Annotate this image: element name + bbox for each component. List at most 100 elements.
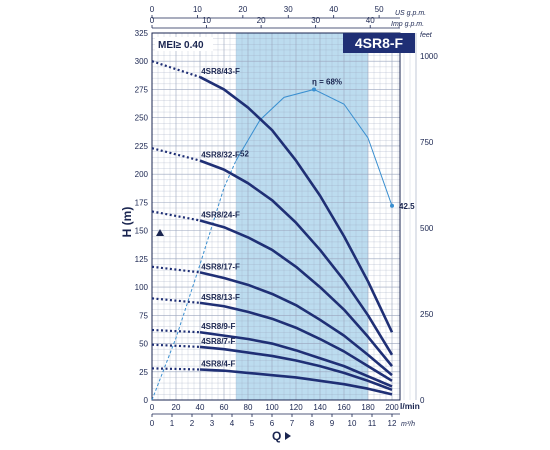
impgpm-tick-label: 0 [150, 16, 155, 25]
usgpm-tick-label: 50 [375, 5, 384, 14]
m3h-tick-label: 2 [190, 419, 195, 428]
impgpm-tick-label: 40 [366, 16, 375, 25]
m3h-tick-label: 12 [388, 419, 397, 428]
efficiency-peak-label: η = 68% [312, 77, 342, 86]
usgpm-tick-label: 40 [329, 5, 338, 14]
y-tick-label: 75 [139, 311, 148, 320]
series-label: 4SR8/4-F [201, 360, 235, 369]
y-tick-label: 250 [135, 114, 149, 123]
efficiency-end-marker [390, 203, 394, 208]
curve-solid-0 [199, 75, 394, 333]
m3h-tick-label: 3 [210, 419, 215, 428]
axes [151, 15, 401, 417]
impgpm-tick-label: 10 [202, 16, 211, 25]
y-tick-label: 100 [135, 283, 149, 292]
title-box [343, 33, 415, 53]
m3h-tick-label: 0 [150, 419, 155, 428]
y-tick-label: 325 [135, 29, 149, 38]
y-tick-label: 25 [139, 368, 148, 377]
efficiency-peak-marker [312, 87, 316, 92]
lmin-unit: l/min [400, 401, 420, 411]
curve-solid-2 [199, 219, 394, 367]
x-tick-label: 80 [244, 403, 253, 412]
m3h-tick-label: 1 [170, 419, 175, 428]
x-tick-label: 200 [385, 403, 399, 412]
series-label: 4SR8/32-F [201, 151, 240, 160]
m3h-tick-label: 7 [290, 419, 295, 428]
x-tick-label: 40 [196, 403, 205, 412]
y-tick-label: 275 [135, 85, 149, 94]
y-tick-label: 175 [135, 198, 149, 207]
series-label: 4SR8/13-F [201, 293, 240, 302]
series-label: 4SR8/9-F [201, 322, 235, 331]
usgpm-tick-label: 30 [284, 5, 293, 14]
curve-solid-5 [199, 330, 393, 388]
curve-dotted-5 [151, 328, 201, 334]
x-tick-label: 100 [265, 403, 279, 412]
usgpm-tick-label: 10 [193, 5, 202, 14]
series-label: 4SR8/24-F [201, 210, 240, 219]
y-axis-arrow-icon [156, 229, 164, 236]
x-tick-label: 140 [313, 403, 327, 412]
y-tick-label: 50 [139, 340, 148, 349]
curve-solid-4 [199, 301, 393, 382]
pump-curves [151, 60, 394, 396]
feet-tick-label: 750 [420, 138, 434, 147]
impgpm-tick-label: 20 [257, 16, 266, 25]
curve-dotted-0 [151, 60, 201, 79]
m3h-tick-label: 5 [250, 419, 255, 428]
curve-solid-1 [199, 159, 394, 356]
x-tick-label: 60 [220, 403, 229, 412]
y-tick-label: 125 [135, 255, 149, 264]
curve-solid-3 [199, 271, 393, 377]
m3h-tick-label: 4 [230, 419, 235, 428]
x-tick-label: 160 [337, 403, 351, 412]
y-tick-label: 0 [144, 396, 149, 405]
usgpm-tick-label: 20 [238, 5, 247, 14]
us-gpm-unit: US g.p.m. [395, 10, 426, 17]
mei-box [155, 37, 213, 51]
x-tick-label: 180 [361, 403, 375, 412]
curve-dotted-6 [151, 343, 201, 349]
m3h-tick-label: 8 [310, 419, 315, 428]
m3h-tick-label: 11 [368, 419, 377, 428]
chart-title: 4SR8-F [355, 35, 404, 51]
series-label: 4SR8/7-F [201, 337, 235, 346]
y-axis-title: H (m) [120, 207, 134, 238]
x-tick-label: 20 [172, 403, 181, 412]
m3h-unit: m³/h [401, 421, 415, 428]
x-tick-label: 120 [289, 403, 303, 412]
usgpm-tick-label: 0 [150, 5, 155, 14]
curve-dotted-4 [151, 297, 201, 304]
feet-tick-label: 500 [420, 224, 434, 233]
curve-dotted-1 [151, 147, 201, 162]
x-tick-label: 0 [150, 403, 155, 412]
impgpm-tick-label: 30 [311, 16, 320, 25]
x-axis-title: Q [272, 429, 281, 443]
series-label: 4SR8/43-F [201, 67, 240, 76]
plot-frame [151, 32, 401, 401]
curve-dotted-2 [151, 210, 201, 222]
m3h-tick-label: 6 [270, 419, 275, 428]
y-tick-label: 200 [135, 170, 149, 179]
y-tick-label: 300 [135, 57, 149, 66]
m3h-tick-label: 10 [348, 419, 357, 428]
y-tick-label: 225 [135, 142, 149, 151]
efficiency-end-label: 42.5 [399, 202, 415, 211]
feet-unit: feet [420, 32, 433, 39]
feet-tick-label: 250 [420, 310, 434, 319]
curve-dotted-7 [151, 367, 201, 371]
curve-dotted-3 [151, 265, 201, 274]
curve-solid-6 [199, 345, 393, 392]
x-axis-arrow-icon [285, 432, 291, 440]
grid [151, 32, 417, 401]
m3h-tick-label: 9 [330, 419, 335, 428]
curve-solid-7 [199, 368, 393, 396]
efficiency-start-label: 52 [240, 150, 249, 159]
series-label: 4SR8/17-F [201, 262, 240, 271]
feet-tick-label: 0 [420, 396, 425, 405]
imp-gpm-unit: Imp g.p.m. [391, 21, 424, 28]
y-tick-label: 150 [135, 227, 149, 236]
